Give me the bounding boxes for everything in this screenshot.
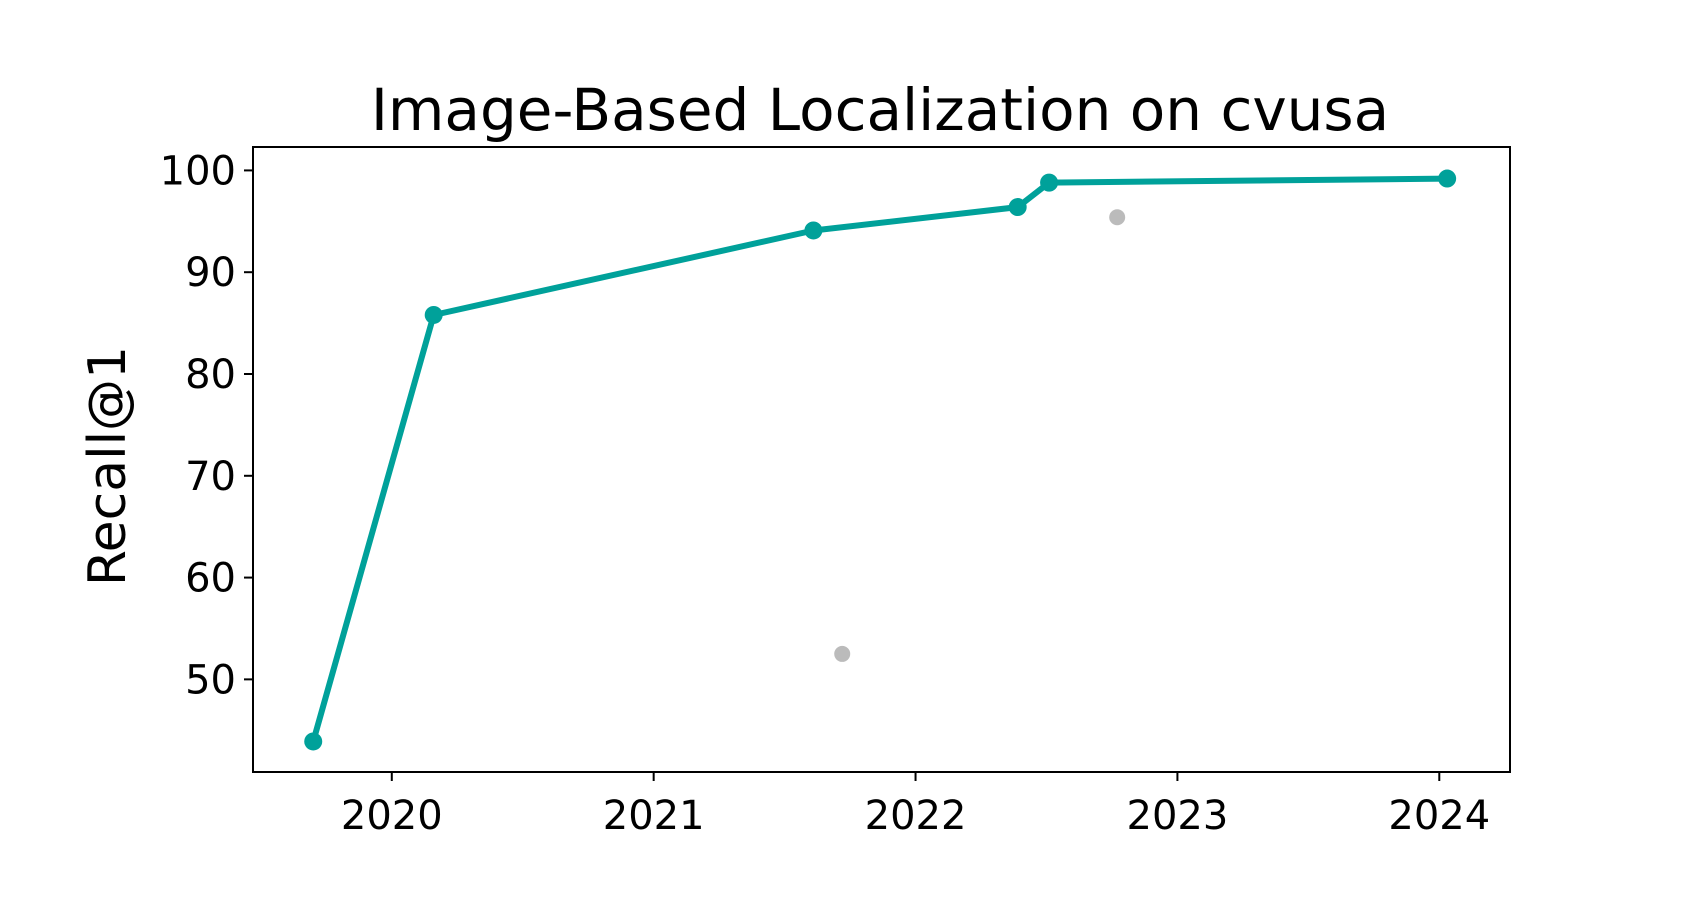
y-tick-label: 100 xyxy=(160,148,236,194)
data-point-state-of-the-art xyxy=(1008,198,1027,217)
y-tick-label: 80 xyxy=(185,352,236,398)
x-tick-label: 2024 xyxy=(1388,793,1490,839)
data-point-state-of-the-art xyxy=(304,732,323,751)
plot-area: 2020 2021 2022 2023 2024 50 60 70 80 90 100 xyxy=(160,146,1511,839)
data-point-other-results xyxy=(834,645,851,662)
x-tick-label: 2020 xyxy=(341,793,443,839)
x-tick-label: 2023 xyxy=(1127,793,1229,839)
chart-title: Image-Based Localization on cvusa xyxy=(371,76,1389,144)
x-tick-label: 2022 xyxy=(865,793,967,839)
y-tick-label: 50 xyxy=(185,657,236,703)
data-point-state-of-the-art xyxy=(1040,173,1059,192)
y-tick-label: 90 xyxy=(185,250,236,296)
data-point-state-of-the-art xyxy=(424,305,443,324)
y-tick-label: 60 xyxy=(185,556,236,602)
plot-frame xyxy=(252,146,1511,773)
x-tick-label: 2021 xyxy=(603,793,705,839)
y-axis-label: Recall@1 xyxy=(78,346,138,586)
series-line-state-of-the-art xyxy=(310,175,1448,743)
data-point-state-of-the-art xyxy=(804,221,823,240)
data-point-state-of-the-art xyxy=(1438,169,1457,188)
data-point-other-results xyxy=(1109,209,1126,226)
y-tick-label: 70 xyxy=(185,454,236,500)
